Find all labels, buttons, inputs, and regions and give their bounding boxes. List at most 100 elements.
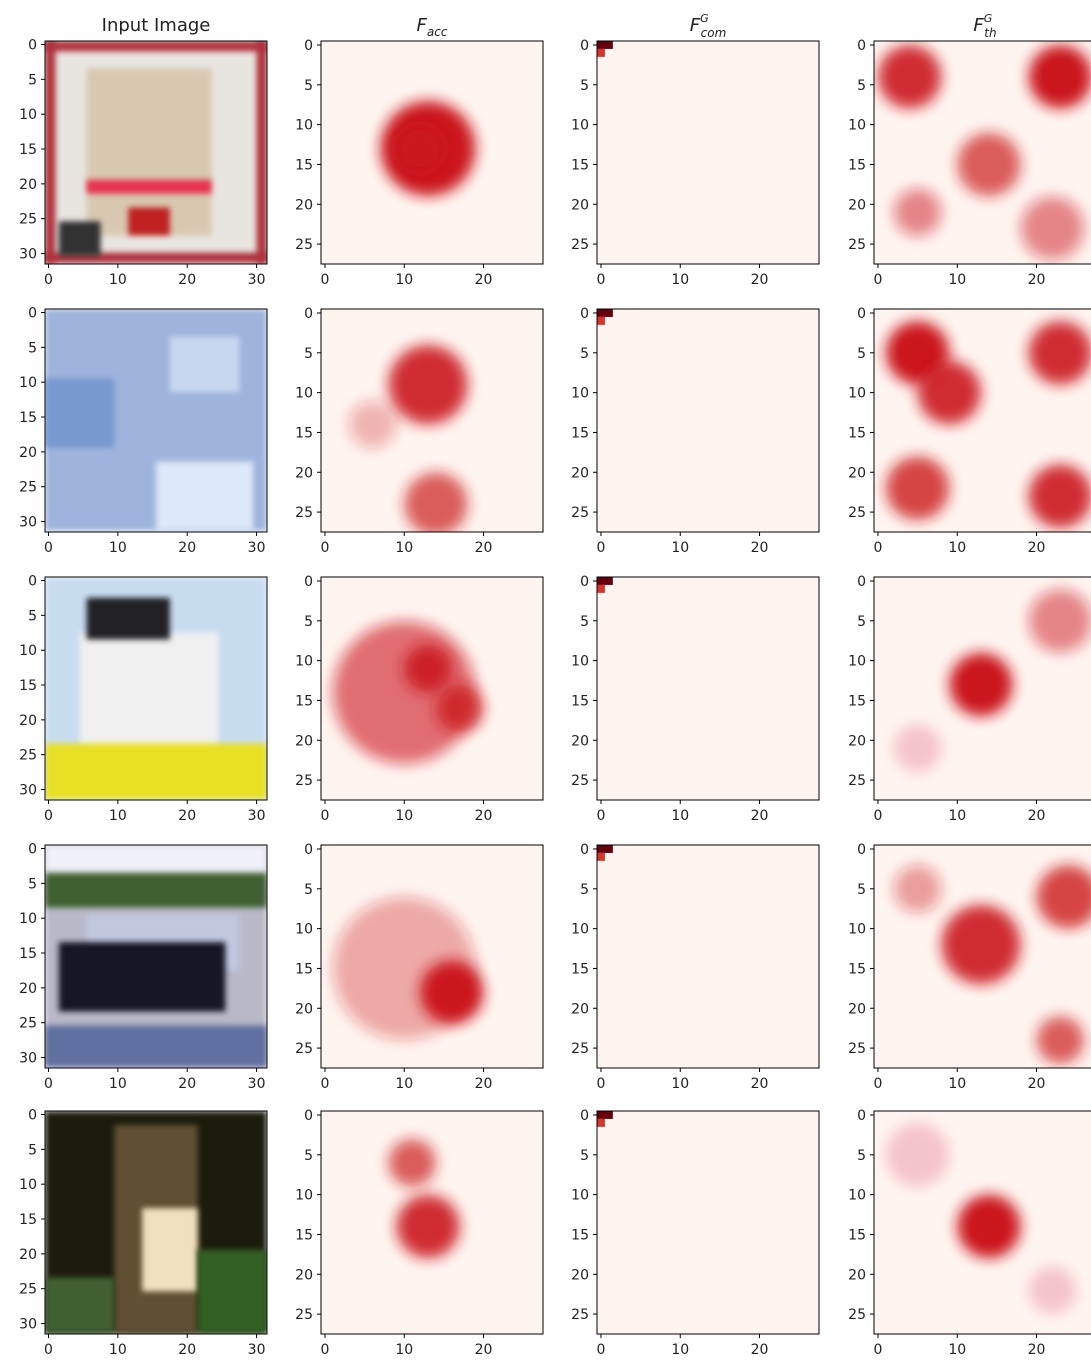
y-tick-label: 25 xyxy=(848,505,866,521)
image-region xyxy=(80,633,219,758)
x-tick-label: 10 xyxy=(109,1342,127,1358)
y-tick-label: 0 xyxy=(857,1108,866,1124)
heatmap-blob xyxy=(388,1139,436,1187)
x-tick-label: 10 xyxy=(948,808,966,824)
heatmap-blob xyxy=(420,961,483,1024)
panel-image xyxy=(45,1111,267,1333)
panel: 051015202501020 xyxy=(848,574,1091,824)
heatmap-blob xyxy=(404,645,452,693)
heatmap-blob xyxy=(886,456,949,519)
heatmap-blob xyxy=(957,133,1020,196)
x-tick-label: 20 xyxy=(178,1342,196,1358)
y-tick-label: 0 xyxy=(857,306,866,322)
y-tick-label: 20 xyxy=(571,1001,589,1017)
y-tick-label: 15 xyxy=(848,693,866,709)
heatmap-blob xyxy=(404,472,467,535)
x-tick-label: 30 xyxy=(248,1076,266,1092)
heatmap-blob xyxy=(388,345,467,424)
y-tick-label: 25 xyxy=(571,505,589,521)
panel: 051015202501020 xyxy=(295,842,543,1092)
y-tick-label: 15 xyxy=(19,1212,37,1228)
y-tick-label: 10 xyxy=(571,118,589,134)
y-tick-label: 0 xyxy=(304,1108,313,1124)
x-tick-label: 20 xyxy=(178,1076,196,1092)
y-tick-label: 15 xyxy=(19,410,37,426)
y-tick-label: 25 xyxy=(19,480,37,496)
x-tick-label: 10 xyxy=(109,808,127,824)
panel-image xyxy=(597,1111,819,1334)
y-tick-label: 25 xyxy=(19,212,37,228)
heatmap-blob xyxy=(396,1195,459,1258)
image-region xyxy=(156,462,253,531)
x-tick-label: 0 xyxy=(874,1342,883,1358)
y-tick-label: 5 xyxy=(304,346,313,362)
heatmap-cell xyxy=(597,845,613,853)
panel-image xyxy=(597,309,819,532)
y-tick-label: 20 xyxy=(19,445,37,461)
heatmap-cell xyxy=(597,41,613,49)
x-tick-label: 20 xyxy=(1028,808,1046,824)
y-tick-label: 5 xyxy=(28,340,37,356)
image-region xyxy=(198,1250,267,1333)
x-tick-label: 0 xyxy=(44,1076,53,1092)
y-tick-label: 20 xyxy=(848,1001,866,1017)
x-tick-label: 0 xyxy=(874,1076,883,1092)
x-tick-label: 10 xyxy=(948,540,966,556)
y-tick-label: 25 xyxy=(571,237,589,253)
y-tick-label: 25 xyxy=(19,1016,37,1032)
x-tick-label: 20 xyxy=(1028,1076,1046,1092)
y-tick-label: 0 xyxy=(580,574,589,590)
title-sup: G xyxy=(984,12,993,25)
heatmap-blob xyxy=(1029,589,1091,652)
x-tick-label: 0 xyxy=(597,540,606,556)
panel: 051015202501020 xyxy=(848,842,1091,1092)
x-tick-label: 10 xyxy=(109,1076,127,1092)
x-tick-label: 20 xyxy=(1028,540,1046,556)
y-tick-label: 10 xyxy=(19,911,37,927)
y-tick-label: 25 xyxy=(295,773,313,789)
x-tick-label: 10 xyxy=(948,1342,966,1358)
heatmap-blob xyxy=(396,125,444,173)
image-region xyxy=(170,337,239,393)
y-tick-label: 5 xyxy=(580,882,589,898)
y-tick-label: 5 xyxy=(580,1148,589,1164)
y-tick-label: 10 xyxy=(848,386,866,402)
x-tick-label: 10 xyxy=(948,1076,966,1092)
y-tick-label: 0 xyxy=(28,305,37,321)
y-tick-label: 0 xyxy=(28,37,37,53)
y-tick-label: 15 xyxy=(571,693,589,709)
panel: 051015202501020 xyxy=(295,1108,543,1358)
heatmap-cell xyxy=(597,1111,613,1119)
image-region xyxy=(59,942,226,1011)
y-tick-label: 10 xyxy=(848,118,866,134)
y-tick-label: 0 xyxy=(857,574,866,590)
image-region xyxy=(45,41,267,51)
heatmap-cell xyxy=(597,309,613,317)
x-tick-label: 30 xyxy=(248,808,266,824)
y-tick-label: 0 xyxy=(304,38,313,54)
x-tick-label: 0 xyxy=(321,540,330,556)
y-tick-label: 25 xyxy=(295,237,313,253)
heatmap-blob xyxy=(1021,196,1084,259)
title-sup: G xyxy=(700,12,709,25)
panel-image xyxy=(874,577,1091,800)
x-tick-label: 10 xyxy=(395,808,413,824)
x-tick-label: 10 xyxy=(671,540,689,556)
image-region xyxy=(45,744,267,800)
panel: 051015202501020 xyxy=(571,574,819,824)
y-tick-label: 15 xyxy=(571,425,589,441)
y-tick-label: 15 xyxy=(295,425,313,441)
y-tick-label: 10 xyxy=(848,1188,866,1204)
image-region xyxy=(45,1278,114,1334)
heatmap-blob xyxy=(436,685,484,733)
y-tick-label: 5 xyxy=(28,876,37,892)
x-tick-label: 10 xyxy=(948,272,966,288)
y-tick-label: 20 xyxy=(19,713,37,729)
y-tick-label: 20 xyxy=(295,1001,313,1017)
title-base: F xyxy=(973,15,984,36)
x-tick-label: 20 xyxy=(751,540,769,556)
